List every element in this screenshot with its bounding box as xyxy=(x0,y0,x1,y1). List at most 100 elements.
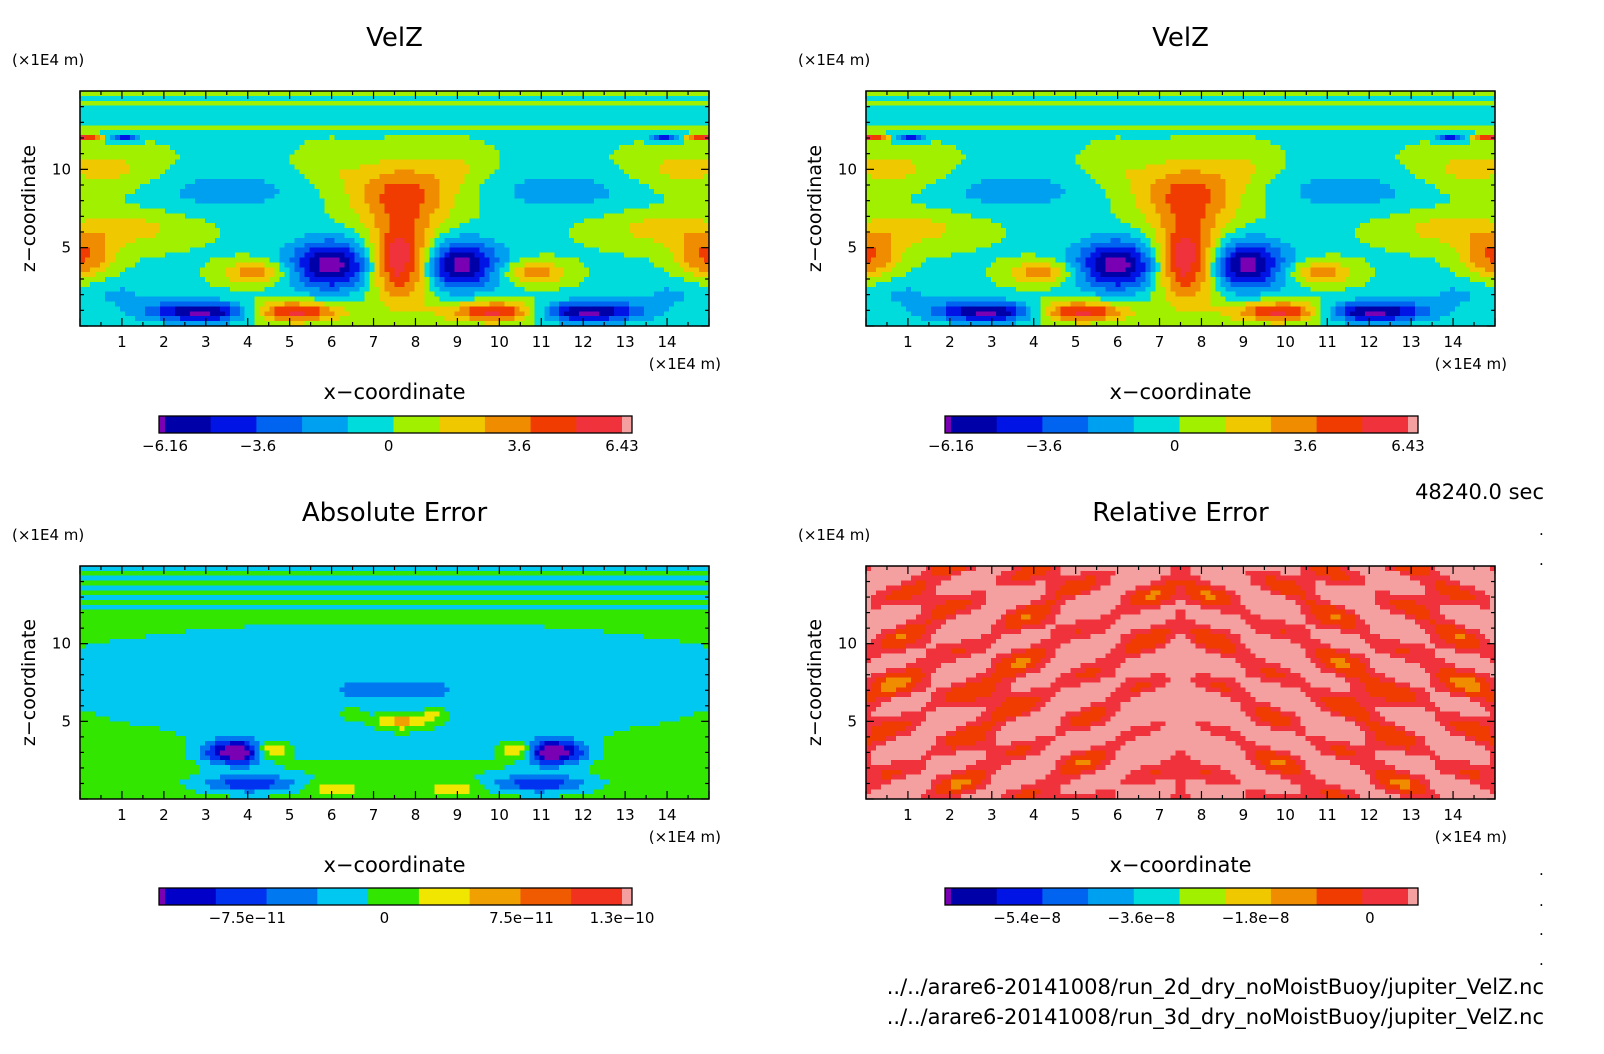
heatmap-cell xyxy=(624,209,630,215)
heatmap-cell xyxy=(105,101,111,107)
heatmap-cell xyxy=(459,106,465,112)
heatmap-cell xyxy=(589,223,595,229)
heatmap-cell xyxy=(390,228,396,234)
heatmap-cell xyxy=(300,233,306,239)
heatmap-cell xyxy=(295,179,301,185)
heatmap-cell xyxy=(95,218,101,224)
heatmap-cell xyxy=(699,267,705,273)
heatmap-cell xyxy=(155,179,161,185)
heatmap-cell xyxy=(694,257,700,263)
file-path-1: ../../arare6-20141008/run_2d_dry_noMoist… xyxy=(887,975,1544,1000)
heatmap-cell xyxy=(100,169,106,175)
heatmap-cell xyxy=(170,130,176,136)
heatmap-cell xyxy=(370,228,376,234)
heatmap-cell xyxy=(380,248,386,254)
heatmap-cell xyxy=(479,233,485,239)
heatmap-cell xyxy=(684,194,690,200)
heatmap-cell xyxy=(265,101,271,107)
heatmap-cell xyxy=(240,238,246,244)
heatmap-cell xyxy=(484,120,490,126)
heatmap-cell xyxy=(584,248,590,254)
heatmap-cell xyxy=(624,155,630,161)
heatmap-cell xyxy=(320,267,326,273)
heatmap-cell xyxy=(579,272,585,278)
heatmap-cell xyxy=(260,145,266,151)
heatmap-cell xyxy=(629,179,635,185)
heatmap-cell xyxy=(250,204,256,210)
heatmap-cell xyxy=(290,194,296,200)
heatmap-cell xyxy=(150,262,156,268)
heatmap-cell xyxy=(484,194,490,200)
heatmap-cell xyxy=(619,243,625,249)
heatmap-cell xyxy=(395,194,401,200)
heatmap-cell xyxy=(370,204,376,210)
heatmap-cell xyxy=(404,253,410,259)
heatmap-cell xyxy=(654,140,660,146)
heatmap-cell xyxy=(125,238,131,244)
heatmap-cell xyxy=(260,140,266,146)
heatmap-cell xyxy=(175,184,181,190)
heatmap-cell xyxy=(245,150,251,156)
heatmap-cell xyxy=(474,120,480,126)
heatmap-cell xyxy=(270,106,276,112)
heatmap-cell xyxy=(699,184,705,190)
heatmap-cell xyxy=(699,189,705,195)
heatmap-cell xyxy=(699,228,705,234)
heatmap-cell xyxy=(664,243,670,249)
heatmap-cell xyxy=(434,218,440,224)
heatmap-cell xyxy=(649,174,655,180)
heatmap-cell xyxy=(120,194,126,200)
heatmap-cell xyxy=(494,135,500,141)
heatmap-cell xyxy=(175,199,181,205)
heatmap-cell xyxy=(330,253,336,259)
heatmap-cell xyxy=(205,130,211,136)
heatmap-cell xyxy=(375,91,381,97)
heatmap-cell xyxy=(539,194,545,200)
heatmap-cell xyxy=(170,184,176,190)
heatmap-cell xyxy=(614,120,620,126)
heatmap-cell xyxy=(664,115,670,121)
heatmap-cell xyxy=(464,174,470,180)
heatmap-cell xyxy=(474,272,480,278)
heatmap-cell xyxy=(310,282,316,288)
heatmap-cell xyxy=(225,155,231,161)
heatmap-cell xyxy=(305,106,311,112)
heatmap-cell xyxy=(115,228,121,234)
heatmap-cell xyxy=(120,253,126,259)
heatmap-cell xyxy=(195,106,201,112)
heatmap-cell xyxy=(614,277,620,283)
heatmap-cell xyxy=(125,243,131,249)
heatmap-cell xyxy=(200,262,206,268)
heatmap-cell xyxy=(85,277,91,283)
heatmap-cell xyxy=(524,194,530,200)
heatmap-cell xyxy=(300,111,306,117)
heatmap-cell xyxy=(195,248,201,254)
heatmap-cell xyxy=(634,209,640,215)
heatmap-cell xyxy=(689,135,695,141)
heatmap-cell xyxy=(220,194,226,200)
heatmap-cell xyxy=(569,135,575,141)
heatmap-cell xyxy=(190,135,196,141)
heatmap-cell xyxy=(265,130,271,136)
heatmap-cell xyxy=(145,115,151,121)
heatmap-cell xyxy=(90,243,96,249)
heatmap-cell xyxy=(664,106,670,112)
heatmap-cell xyxy=(479,91,485,97)
heatmap-cell xyxy=(599,199,605,205)
heatmap-cell xyxy=(375,248,381,254)
heatmap-cell xyxy=(699,130,705,136)
heatmap-cell xyxy=(285,253,291,259)
heatmap-cell xyxy=(375,125,381,130)
heatmap-cell xyxy=(360,120,366,126)
heatmap-cell xyxy=(195,282,201,288)
heatmap-cell xyxy=(325,262,331,268)
heatmap-cell xyxy=(290,101,296,107)
heatmap-cell xyxy=(569,189,575,195)
heatmap-cell xyxy=(439,243,445,249)
heatmap-cell xyxy=(554,150,560,156)
heatmap-cell xyxy=(504,150,510,156)
heatmap-cell xyxy=(385,243,391,249)
heatmap-cell xyxy=(629,106,635,112)
heatmap-cell xyxy=(220,179,226,185)
heatmap-cell xyxy=(674,150,680,156)
